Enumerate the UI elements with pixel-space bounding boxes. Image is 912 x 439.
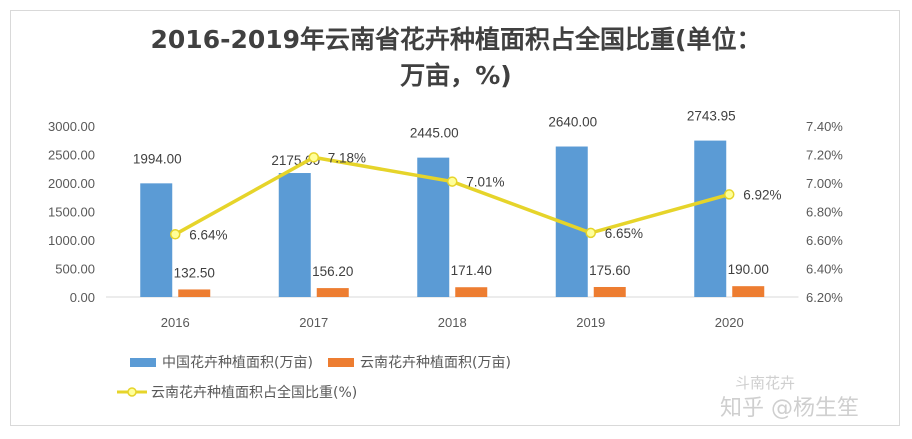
x-axis-tick: 2019: [576, 315, 605, 330]
bar-yunnan: [178, 289, 211, 297]
title-line-1: 2016-2019年云南省花卉种植面积占全国比重(单位：: [150, 25, 762, 54]
right-axis-tick: 6.20%: [806, 290, 843, 305]
data-label-yunnan: 156.20: [312, 264, 353, 279]
legend-label: 云南花卉种植面积占全国比重(%): [151, 385, 358, 401]
data-label-china: 2445.00: [410, 126, 459, 141]
data-label-china: 1994.00: [133, 151, 182, 166]
bar-yunnan: [593, 286, 626, 297]
data-label-ratio: 6.92%: [743, 187, 781, 202]
data-label-yunnan: 132.50: [174, 265, 215, 280]
left-axis-tick: 1500.00: [48, 205, 95, 220]
ratio-point: [170, 229, 181, 240]
data-label-ratio: 6.64%: [189, 227, 227, 242]
right-axis-tick: 7.20%: [806, 148, 843, 163]
legend-item-ratio: 云南花卉种植面积占全国比重(%): [117, 382, 357, 402]
data-label-yunnan: 171.40: [451, 263, 492, 278]
chart-title: 2016-2019年云南省花卉种植面积占全国比重(单位： 万亩，%): [0, 22, 912, 94]
right-axis-tick: 7.00%: [806, 176, 843, 191]
ratio-point: [447, 176, 458, 187]
data-label-china: 2640.00: [548, 115, 597, 130]
data-label-yunnan: 190.00: [728, 262, 769, 277]
data-label-china: 2743.95: [687, 109, 736, 124]
ratio-point: [585, 227, 596, 239]
x-axis-tick: 2018: [438, 315, 467, 330]
legend-swatch-blue: [130, 357, 156, 367]
bar-yunnan: [455, 287, 488, 297]
left-axis-tick: 3000.00: [48, 119, 95, 134]
legend-swatch-orange: [328, 357, 354, 367]
bar-china: [694, 140, 727, 297]
bar-china: [278, 173, 311, 297]
left-axis-tick: 0.00: [70, 290, 95, 305]
data-label-ratio: 7.01%: [466, 175, 504, 190]
legend-item-yunnan: 云南花卉种植面积(万亩): [328, 352, 511, 372]
watermark-line-2: 知乎 @杨生笙: [720, 396, 859, 421]
ratio-line: [174, 155, 730, 236]
x-axis-tick: 2017: [299, 315, 328, 330]
x-axis-tick: 2020: [715, 315, 744, 330]
left-axis-tick: 2000.00: [48, 176, 95, 191]
data-label-ratio: 6.65%: [605, 226, 643, 241]
legend-label: 云南花卉种植面积(万亩): [360, 355, 511, 371]
bar-yunnan: [732, 286, 765, 297]
left-axis-tick: 1000.00: [48, 233, 95, 248]
legend-line-marker-icon: [117, 387, 147, 397]
bar-yunnan: [316, 288, 349, 297]
legend-item-china: 中国花卉种植面积(万亩): [130, 352, 313, 372]
right-axis-tick: 6.60%: [806, 233, 843, 248]
left-axis-tick: 2500.00: [48, 148, 95, 163]
ratio-point: [308, 152, 319, 163]
ratio-point: [724, 189, 735, 200]
right-axis-tick: 6.40%: [806, 262, 843, 277]
legend-label: 中国花卉种植面积(万亩): [162, 355, 313, 371]
left-axis-tick: 500.00: [55, 262, 95, 277]
data-label-yunnan: 175.60: [589, 263, 630, 278]
x-axis-tick: 2016: [161, 315, 190, 330]
right-axis-tick: 7.40%: [806, 119, 843, 134]
right-axis-tick: 6.80%: [806, 205, 843, 220]
data-label-china: 2175.00: [271, 153, 320, 168]
data-label-ratio: 7.18%: [328, 150, 366, 165]
title-line-2: 万亩，%): [400, 61, 512, 90]
bar-china: [140, 183, 173, 297]
watermark-line-1: 斗南花卉: [735, 374, 796, 392]
